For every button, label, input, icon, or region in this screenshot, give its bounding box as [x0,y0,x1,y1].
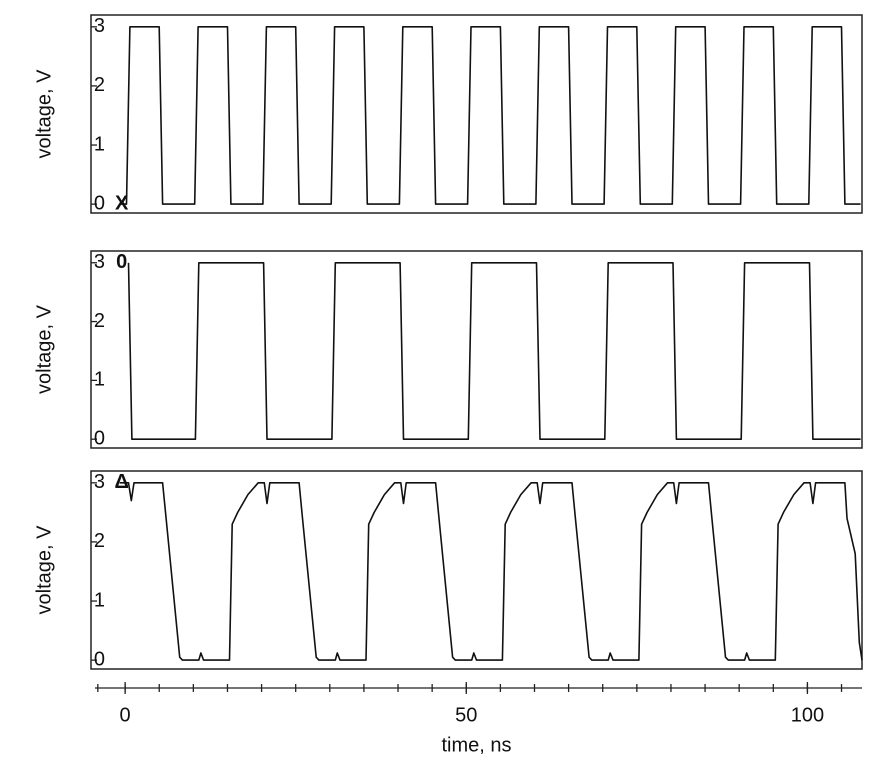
y-tick-label: 2 [94,530,105,552]
panel-frame [90,250,863,449]
y-tick-label: 1 [94,369,105,391]
y-tick-label: 1 [94,589,105,611]
y-tick-label: 3 [94,471,105,493]
y-tick-label: 3 [94,15,105,37]
y-tick-label: 0 [94,192,105,214]
y-axis-label: voltage, V [33,525,55,615]
y-tick-label: 2 [94,74,105,96]
voltage-trace [119,482,863,661]
y-tick-label: 0 [94,427,105,449]
panel-frame [90,470,863,670]
x-tick-label: 100 [791,704,824,726]
voltage-trace [127,262,861,440]
x-tick-label: 50 [455,704,477,726]
x-tick-label: 0 [120,704,131,726]
x-axis-label: time, ns [441,734,511,756]
y-axis-label: voltage, V [33,304,55,394]
voltage-trace [120,26,861,205]
y-tick-label: 1 [94,133,105,155]
y-axis-label: voltage, V [33,69,55,159]
y-tick-label: 0 [94,648,105,670]
panel-label: 0 [116,251,127,273]
y-tick-label: 3 [94,251,105,273]
y-tick-label: 2 [94,310,105,332]
panel-frame [90,14,863,214]
